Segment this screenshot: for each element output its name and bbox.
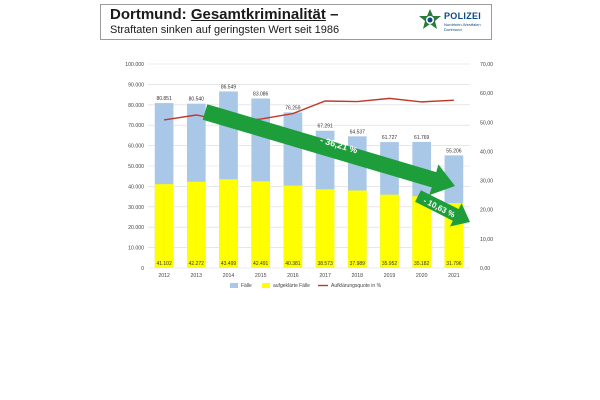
y-right-tick-label: 60,00 <box>480 91 493 97</box>
data-label-aufgeklaert: 43.499 <box>221 261 237 267</box>
data-label-faelle: 80.540 <box>189 97 205 103</box>
bar-aufgeklaert <box>315 189 335 268</box>
page-title: Dortmund: Gesamtkriminalität – <box>110 6 338 23</box>
logo-name: POLIZEI <box>444 11 482 21</box>
trend-arrow-faelle <box>202 104 455 196</box>
data-label-faelle: 64.537 <box>350 129 366 135</box>
data-label-aufgeklaert: 42.272 <box>189 261 205 267</box>
x-tick-label: 2014 <box>223 273 235 279</box>
bar-aufgeklaert <box>380 194 399 268</box>
title-dash: – <box>330 6 339 23</box>
y-left-tick-label: 70.000 <box>128 123 144 129</box>
data-label-faelle: 80.851 <box>156 96 172 102</box>
title-topic: Gesamtkriminalität <box>190 6 326 23</box>
y-left-tick-label: 0 <box>141 266 144 272</box>
y-right-tick-label: 10,00 <box>480 237 493 243</box>
data-label-faelle: 61.769 <box>414 135 430 141</box>
data-label-aufgeklaert: 41.102 <box>156 261 172 267</box>
y-right-tick-label: 30,00 <box>480 179 493 185</box>
x-tick-label: 2020 <box>416 273 428 279</box>
data-label-faelle: 86.549 <box>221 84 237 90</box>
y-left-tick-label: 90.000 <box>128 82 144 88</box>
legend-label-quote: Aufklärungsquote in % <box>331 283 382 289</box>
x-tick-label: 2019 <box>384 273 396 279</box>
legend-swatch-faelle <box>230 283 238 288</box>
y-left-tick-label: 50.000 <box>128 164 144 170</box>
bar-aufgeklaert <box>186 181 206 268</box>
y-right-tick-label: 0,00 <box>480 266 490 272</box>
x-tick-label: 2021 <box>448 273 460 279</box>
legend-label-aufgeklaert: aufgeklärte Fälle <box>273 283 310 289</box>
legend-label-faelle: Fälle <box>241 283 252 289</box>
data-label-faelle: 61.727 <box>382 135 398 141</box>
police-star-icon <box>419 9 441 29</box>
bar-aufgeklaert <box>154 184 174 268</box>
data-label-aufgeklaert: 38.573 <box>317 261 333 267</box>
data-label-aufgeklaert: 35.952 <box>382 261 398 267</box>
x-tick-label: 2016 <box>287 273 299 279</box>
y-left-tick-label: 10.000 <box>128 246 144 252</box>
x-tick-label: 2012 <box>158 273 170 279</box>
y-left-tick-label: 30.000 <box>128 205 144 211</box>
logo-subtext: Nordrhein-Westfalen Dortmund <box>444 22 481 32</box>
bar-aufgeklaert <box>219 179 238 268</box>
y-right-tick-label: 70,00 <box>480 62 493 68</box>
polizei-logo: POLIZEI Nordrhein-Westfalen Dortmund <box>418 8 490 36</box>
data-label-faelle: 76.259 <box>285 105 301 111</box>
bar-aufgeklaert <box>283 185 303 268</box>
y-left-tick-label: 100.000 <box>125 62 144 68</box>
data-label-faelle: 55.206 <box>446 148 462 154</box>
data-label-aufgeklaert: 40.381 <box>285 261 301 267</box>
title-city: Dortmund: <box>110 6 187 23</box>
bar-aufgeklaert <box>251 181 271 268</box>
data-label-aufgeklaert: 42.491 <box>253 261 269 267</box>
y-left-tick-label: 40.000 <box>128 184 144 190</box>
data-label-faelle: 83.086 <box>253 92 269 98</box>
bar-aufgeklaert <box>412 196 432 268</box>
legend-swatch-aufgeklaert <box>262 283 270 288</box>
x-tick-label: 2017 <box>319 273 331 279</box>
x-tick-label: 2018 <box>352 273 364 279</box>
y-left-tick-label: 20.000 <box>128 225 144 231</box>
y-left-tick-label: 60.000 <box>128 144 144 150</box>
page-subtitle: Straftaten sinken auf geringsten Wert se… <box>110 24 340 36</box>
trend-arrow-aufgeklaert <box>415 190 470 227</box>
y-right-tick-label: 40,00 <box>480 149 493 155</box>
x-tick-label: 2013 <box>191 273 203 279</box>
data-label-aufgeklaert: 37.989 <box>350 261 366 267</box>
data-label-aufgeklaert: 35.182 <box>414 261 430 267</box>
y-right-tick-label: 20,00 <box>480 208 493 214</box>
data-label-aufgeklaert: 31.796 <box>446 261 462 267</box>
y-left-tick-label: 80.000 <box>128 103 144 109</box>
data-label-faelle: 67.291 <box>317 124 333 130</box>
x-tick-label: 2015 <box>255 273 267 279</box>
y-right-tick-label: 50,00 <box>480 120 493 126</box>
bar-aufgeklaert <box>347 190 367 268</box>
